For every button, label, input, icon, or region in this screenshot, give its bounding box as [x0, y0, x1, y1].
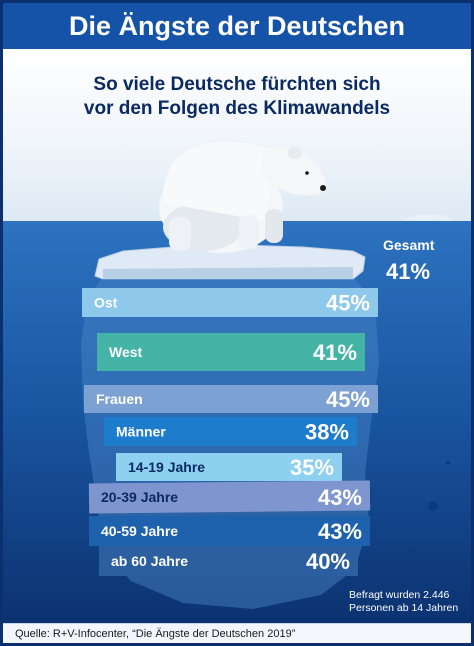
bar-5 [88, 480, 371, 514]
bar-7 [99, 546, 358, 576]
bar-label-0: Ost [94, 295, 118, 311]
bar-value-2: 45% [326, 387, 370, 412]
source-text: Quelle: R+V-Infocenter, “Die Ängste der … [15, 628, 296, 640]
bar-0 [82, 288, 378, 317]
bar-value-7: 40% [306, 549, 350, 574]
bar-value-6: 43% [318, 519, 362, 544]
bar-label-1: West [109, 344, 143, 360]
bar-3 [104, 417, 357, 446]
bar-6 [89, 516, 370, 546]
survey-note: Befragt wurden 2.446 Personen ab 14 Jahr… [349, 589, 458, 615]
bar-label-5: 20-39 Jahre [101, 489, 178, 505]
subtitle-line-2: vor den Folgen des Klimawandels [83, 98, 391, 119]
bar-4 [116, 453, 342, 481]
bubble [409, 549, 413, 553]
bar-2 [84, 385, 378, 413]
bar-value-1: 41% [313, 340, 357, 365]
bar-group: Ost 45% West 41% Frauen 45% Männer 38% 14-19 Jah… [82, 288, 378, 576]
bar-label-6: 40-59 Jahre [101, 523, 178, 539]
bar-1 [97, 333, 365, 371]
iceberg-chart: Ost 45% West 41% Frauen 45% Männer 38% 14-19 Jah… [81, 142, 455, 609]
page-title: Die Ängste der Deutschen [68, 11, 406, 41]
bar-label-4: 14-19 Jahre [128, 459, 205, 475]
header-bar: Die Ängste der Deutschen [3, 3, 471, 49]
subtitle-line-1: So viele Deutsche fürchten sich [93, 74, 381, 95]
footer: Quelle: R+V-Infocenter, “Die Ängste der … [3, 623, 471, 643]
bar-value-3: 38% [305, 420, 349, 445]
distant-ice-floe [403, 215, 455, 221]
total-label: Gesamt [383, 237, 435, 253]
bar-label-7: ab 60 Jahre [111, 553, 188, 569]
survey-note-line-2: Personen ab 14 Jahren [349, 602, 459, 614]
bar-label-3: Männer [116, 424, 166, 440]
survey-note-line-1: Befragt wurden 2.446 [349, 589, 450, 601]
bar-value-0: 45% [326, 291, 370, 316]
bubble [446, 461, 450, 465]
bubble [428, 501, 438, 511]
bar-value-5: 43% [318, 485, 362, 510]
polar-bear-illustration [159, 142, 326, 253]
chart-subtitle: So viele Deutsche fürchten sich vor den … [13, 73, 461, 121]
bar-label-2: Frauen [96, 391, 143, 407]
ice-floe-shadow [103, 267, 353, 279]
total-value: 41% [386, 259, 431, 284]
bar-value-4: 35% [290, 455, 334, 480]
